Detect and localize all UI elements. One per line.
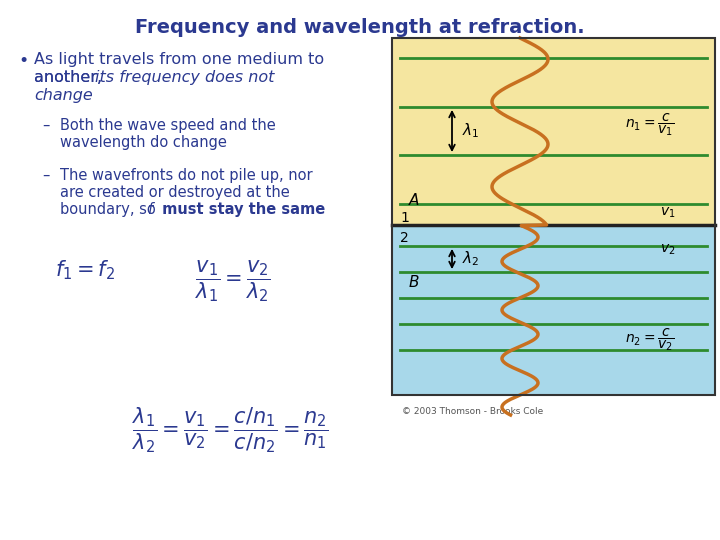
Text: Both the wave speed and the: Both the wave speed and the (60, 118, 276, 133)
Text: Frequency and wavelength at refraction.: Frequency and wavelength at refraction. (135, 18, 585, 37)
Text: boundary, so: boundary, so (60, 202, 161, 217)
Text: –: – (42, 118, 50, 133)
Text: wavelength do change: wavelength do change (60, 135, 227, 150)
Text: $\lambda_2$: $\lambda_2$ (462, 249, 480, 268)
Text: The wavefronts do not pile up, nor: The wavefronts do not pile up, nor (60, 168, 312, 183)
Text: As light travels from one medium to: As light travels from one medium to (34, 52, 324, 67)
Text: $\dfrac{\lambda_1}{\lambda_2} = \dfrac{v_1}{v_2} = \dfrac{c/n_1}{c/n_2} = \dfrac: $\dfrac{\lambda_1}{\lambda_2} = \dfrac{v… (132, 405, 328, 455)
Text: $B$: $B$ (408, 274, 420, 290)
Text: $v_2$: $v_2$ (660, 243, 675, 257)
Text: are created or destroyed at the: are created or destroyed at the (60, 185, 289, 200)
Text: its frequency does not: its frequency does not (95, 70, 274, 85)
Text: $\lambda_1$: $\lambda_1$ (462, 122, 480, 140)
Bar (392, 225, 715, 395)
Text: change: change (34, 88, 93, 103)
Text: $v_1$: $v_1$ (660, 206, 675, 220)
Text: $\dfrac{v_1}{\lambda_1} = \dfrac{v_2}{\lambda_2}$: $\dfrac{v_1}{\lambda_1} = \dfrac{v_2}{\l… (195, 258, 271, 303)
Text: © 2003 Thomson - Brooks Cole: © 2003 Thomson - Brooks Cole (402, 407, 544, 416)
Text: must stay the same: must stay the same (157, 202, 325, 217)
Text: another,: another, (34, 70, 107, 85)
Text: 2: 2 (400, 231, 409, 245)
Text: –: – (42, 168, 50, 183)
Text: $f_1 = f_2$: $f_1 = f_2$ (55, 258, 115, 281)
Text: •: • (18, 52, 28, 70)
Text: 1: 1 (400, 211, 409, 225)
Text: $A$: $A$ (408, 192, 420, 208)
Text: another,: another, (34, 70, 107, 85)
Bar (392, 38, 715, 395)
Text: $n_1 = \dfrac{c}{v_1}$: $n_1 = \dfrac{c}{v_1}$ (626, 112, 675, 138)
Bar (392, 38, 715, 225)
Text: f: f (148, 202, 153, 217)
Text: $n_2 = \dfrac{c}{v_2}$: $n_2 = \dfrac{c}{v_2}$ (626, 327, 675, 353)
